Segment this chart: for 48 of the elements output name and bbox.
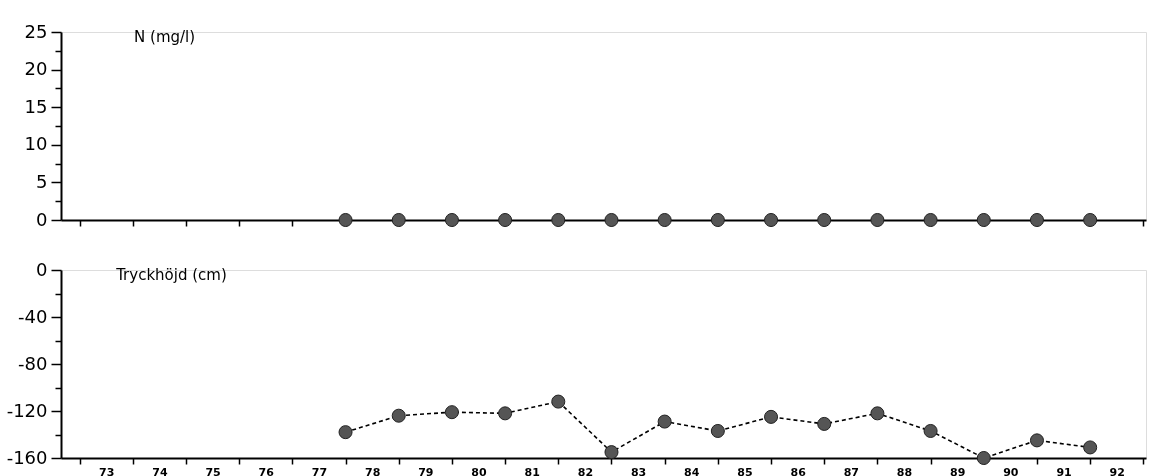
y-tick-label: 0 — [36, 208, 48, 230]
y-tick-label: 25 — [24, 20, 48, 42]
y-tick-label: 15 — [24, 95, 48, 117]
x-tick-label: 79 — [418, 465, 434, 476]
x-tick-label: 74 — [152, 465, 168, 476]
x-tick-label: 77 — [311, 465, 328, 476]
y-tick-label: 10 — [24, 133, 48, 155]
y-tick-label: 20 — [24, 58, 48, 80]
x-tick-label: 92 — [1109, 465, 1125, 476]
x-tick-label: 78 — [364, 465, 381, 476]
x-tick-label: 91 — [1056, 465, 1072, 476]
x-tick-label: 76 — [258, 465, 275, 476]
y-tick-label: 5 — [36, 170, 48, 192]
x-tick-label: 85 — [737, 465, 753, 476]
point — [923, 423, 938, 438]
x-tick-label: 84 — [684, 465, 700, 476]
chart-title: Tryckhöjd (cm) — [115, 266, 227, 284]
point — [870, 406, 885, 421]
point — [551, 394, 566, 409]
point — [1083, 440, 1098, 455]
point — [391, 408, 406, 423]
x-tick-label: 87 — [843, 465, 859, 476]
y-tick-label: -160 — [6, 446, 48, 468]
point — [444, 405, 459, 420]
point — [604, 445, 619, 460]
y-tick-label: 0 — [36, 258, 48, 280]
x-tick-label: 82 — [577, 465, 594, 476]
y-tick-label: -80 — [18, 352, 48, 374]
x-tick-label: 86 — [790, 465, 807, 476]
point — [498, 406, 513, 421]
y-tick-label: -40 — [18, 305, 48, 327]
point — [1029, 433, 1044, 448]
y-tick-label: -120 — [6, 399, 48, 421]
point — [338, 425, 353, 440]
chart-title: N (mg/l) — [134, 28, 196, 46]
point — [817, 416, 832, 431]
x-tick-label: 81 — [524, 465, 540, 476]
x-tick-label: 89 — [950, 465, 966, 476]
point — [710, 423, 725, 438]
x-tick-label: 73 — [99, 465, 115, 476]
x-tick-label: 80 — [471, 465, 488, 476]
point — [657, 414, 672, 429]
x-tick-label: 75 — [205, 465, 221, 476]
point — [764, 409, 779, 424]
x-tick-label: 88 — [896, 465, 913, 476]
x-tick-label: 90 — [1003, 465, 1019, 476]
x-tick-label: 83 — [630, 465, 647, 476]
point — [976, 450, 991, 466]
